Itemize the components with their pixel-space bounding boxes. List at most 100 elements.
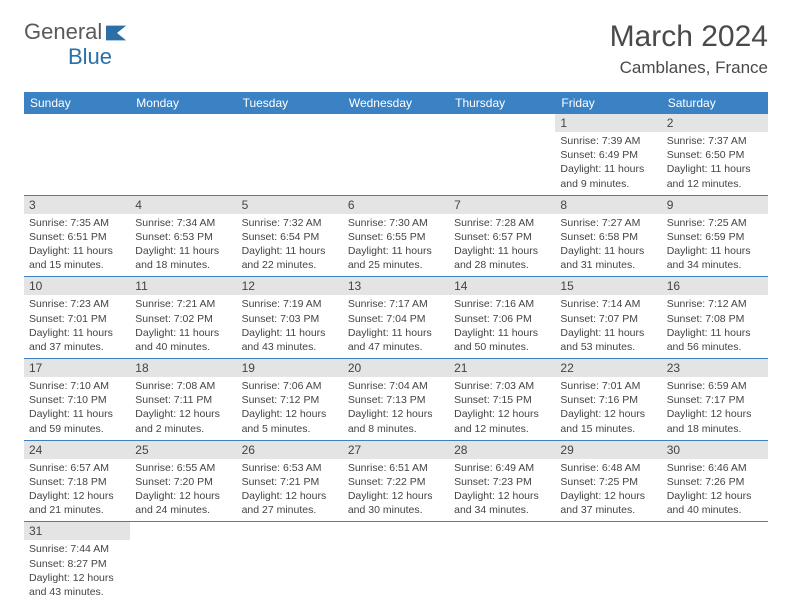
day-cell: 7Sunrise: 7:28 AMSunset: 6:57 PMDaylight… bbox=[449, 195, 555, 277]
day-number: 29 bbox=[555, 441, 661, 459]
day-content: Sunrise: 7:16 AMSunset: 7:06 PMDaylight:… bbox=[449, 295, 555, 358]
weekday-header: Wednesday bbox=[343, 92, 449, 114]
day-number: 2 bbox=[662, 114, 768, 132]
day-cell: 20Sunrise: 7:04 AMSunset: 7:13 PMDayligh… bbox=[343, 359, 449, 441]
location: Camblanes, France bbox=[610, 58, 768, 78]
day-number: 4 bbox=[130, 196, 236, 214]
month-title: March 2024 bbox=[610, 20, 768, 54]
day-cell: 9Sunrise: 7:25 AMSunset: 6:59 PMDaylight… bbox=[662, 195, 768, 277]
day-content: Sunrise: 6:55 AMSunset: 7:20 PMDaylight:… bbox=[130, 459, 236, 522]
weekday-header: Tuesday bbox=[237, 92, 343, 114]
day-content: Sunrise: 7:12 AMSunset: 7:08 PMDaylight:… bbox=[662, 295, 768, 358]
day-number: 31 bbox=[24, 522, 130, 540]
logo-text-2: Blue bbox=[24, 44, 112, 69]
day-cell: 16Sunrise: 7:12 AMSunset: 7:08 PMDayligh… bbox=[662, 277, 768, 359]
day-number: 16 bbox=[662, 277, 768, 295]
day-number: 11 bbox=[130, 277, 236, 295]
day-cell-empty bbox=[130, 522, 236, 603]
calendar-week-row: 1Sunrise: 7:39 AMSunset: 6:49 PMDaylight… bbox=[24, 114, 768, 195]
flag-icon bbox=[106, 22, 128, 45]
day-cell: 15Sunrise: 7:14 AMSunset: 7:07 PMDayligh… bbox=[555, 277, 661, 359]
day-cell-empty bbox=[130, 114, 236, 195]
day-number: 24 bbox=[24, 441, 130, 459]
day-cell: 29Sunrise: 6:48 AMSunset: 7:25 PMDayligh… bbox=[555, 440, 661, 522]
day-number: 14 bbox=[449, 277, 555, 295]
day-content: Sunrise: 7:01 AMSunset: 7:16 PMDaylight:… bbox=[555, 377, 661, 440]
day-number: 13 bbox=[343, 277, 449, 295]
day-content: Sunrise: 7:23 AMSunset: 7:01 PMDaylight:… bbox=[24, 295, 130, 358]
day-cell: 18Sunrise: 7:08 AMSunset: 7:11 PMDayligh… bbox=[130, 359, 236, 441]
weekday-header-row: SundayMondayTuesdayWednesdayThursdayFrid… bbox=[24, 92, 768, 114]
day-number: 7 bbox=[449, 196, 555, 214]
day-content: Sunrise: 7:27 AMSunset: 6:58 PMDaylight:… bbox=[555, 214, 661, 277]
day-content: Sunrise: 6:53 AMSunset: 7:21 PMDaylight:… bbox=[237, 459, 343, 522]
day-cell: 3Sunrise: 7:35 AMSunset: 6:51 PMDaylight… bbox=[24, 195, 130, 277]
day-content: Sunrise: 7:19 AMSunset: 7:03 PMDaylight:… bbox=[237, 295, 343, 358]
day-number: 18 bbox=[130, 359, 236, 377]
day-content: Sunrise: 7:06 AMSunset: 7:12 PMDaylight:… bbox=[237, 377, 343, 440]
day-content: Sunrise: 6:48 AMSunset: 7:25 PMDaylight:… bbox=[555, 459, 661, 522]
weekday-header: Friday bbox=[555, 92, 661, 114]
calendar-week-row: 3Sunrise: 7:35 AMSunset: 6:51 PMDaylight… bbox=[24, 195, 768, 277]
day-cell-empty bbox=[237, 114, 343, 195]
day-number: 28 bbox=[449, 441, 555, 459]
day-cell: 1Sunrise: 7:39 AMSunset: 6:49 PMDaylight… bbox=[555, 114, 661, 195]
day-cell: 13Sunrise: 7:17 AMSunset: 7:04 PMDayligh… bbox=[343, 277, 449, 359]
day-content: Sunrise: 7:30 AMSunset: 6:55 PMDaylight:… bbox=[343, 214, 449, 277]
day-cell: 17Sunrise: 7:10 AMSunset: 7:10 PMDayligh… bbox=[24, 359, 130, 441]
day-cell: 8Sunrise: 7:27 AMSunset: 6:58 PMDaylight… bbox=[555, 195, 661, 277]
calendar-week-row: 24Sunrise: 6:57 AMSunset: 7:18 PMDayligh… bbox=[24, 440, 768, 522]
logo-text-1: General bbox=[24, 19, 102, 44]
day-content: Sunrise: 7:25 AMSunset: 6:59 PMDaylight:… bbox=[662, 214, 768, 277]
day-number: 5 bbox=[237, 196, 343, 214]
day-number: 23 bbox=[662, 359, 768, 377]
day-content: Sunrise: 7:21 AMSunset: 7:02 PMDaylight:… bbox=[130, 295, 236, 358]
day-number: 20 bbox=[343, 359, 449, 377]
day-cell-empty bbox=[343, 114, 449, 195]
calendar-body: 1Sunrise: 7:39 AMSunset: 6:49 PMDaylight… bbox=[24, 114, 768, 603]
day-cell: 28Sunrise: 6:49 AMSunset: 7:23 PMDayligh… bbox=[449, 440, 555, 522]
day-cell: 4Sunrise: 7:34 AMSunset: 6:53 PMDaylight… bbox=[130, 195, 236, 277]
day-content: Sunrise: 7:08 AMSunset: 7:11 PMDaylight:… bbox=[130, 377, 236, 440]
day-cell: 21Sunrise: 7:03 AMSunset: 7:15 PMDayligh… bbox=[449, 359, 555, 441]
day-cell: 30Sunrise: 6:46 AMSunset: 7:26 PMDayligh… bbox=[662, 440, 768, 522]
weekday-header: Saturday bbox=[662, 92, 768, 114]
day-cell: 23Sunrise: 6:59 AMSunset: 7:17 PMDayligh… bbox=[662, 359, 768, 441]
day-number: 1 bbox=[555, 114, 661, 132]
day-number: 25 bbox=[130, 441, 236, 459]
day-number: 22 bbox=[555, 359, 661, 377]
day-number: 3 bbox=[24, 196, 130, 214]
day-cell: 24Sunrise: 6:57 AMSunset: 7:18 PMDayligh… bbox=[24, 440, 130, 522]
day-cell: 5Sunrise: 7:32 AMSunset: 6:54 PMDaylight… bbox=[237, 195, 343, 277]
day-content: Sunrise: 7:28 AMSunset: 6:57 PMDaylight:… bbox=[449, 214, 555, 277]
day-cell: 6Sunrise: 7:30 AMSunset: 6:55 PMDaylight… bbox=[343, 195, 449, 277]
day-cell: 11Sunrise: 7:21 AMSunset: 7:02 PMDayligh… bbox=[130, 277, 236, 359]
day-content: Sunrise: 6:51 AMSunset: 7:22 PMDaylight:… bbox=[343, 459, 449, 522]
day-content: Sunrise: 7:04 AMSunset: 7:13 PMDaylight:… bbox=[343, 377, 449, 440]
day-cell: 26Sunrise: 6:53 AMSunset: 7:21 PMDayligh… bbox=[237, 440, 343, 522]
day-number: 6 bbox=[343, 196, 449, 214]
day-content: Sunrise: 7:44 AMSunset: 8:27 PMDaylight:… bbox=[24, 540, 130, 603]
day-cell-empty bbox=[237, 522, 343, 603]
calendar-week-row: 31Sunrise: 7:44 AMSunset: 8:27 PMDayligh… bbox=[24, 522, 768, 603]
day-cell: 27Sunrise: 6:51 AMSunset: 7:22 PMDayligh… bbox=[343, 440, 449, 522]
day-cell: 19Sunrise: 7:06 AMSunset: 7:12 PMDayligh… bbox=[237, 359, 343, 441]
weekday-header: Sunday bbox=[24, 92, 130, 114]
day-number: 12 bbox=[237, 277, 343, 295]
day-content: Sunrise: 7:03 AMSunset: 7:15 PMDaylight:… bbox=[449, 377, 555, 440]
day-number: 21 bbox=[449, 359, 555, 377]
day-number: 9 bbox=[662, 196, 768, 214]
day-number: 30 bbox=[662, 441, 768, 459]
day-cell: 10Sunrise: 7:23 AMSunset: 7:01 PMDayligh… bbox=[24, 277, 130, 359]
day-content: Sunrise: 7:17 AMSunset: 7:04 PMDaylight:… bbox=[343, 295, 449, 358]
day-number: 26 bbox=[237, 441, 343, 459]
calendar-table: SundayMondayTuesdayWednesdayThursdayFrid… bbox=[24, 92, 768, 603]
day-content: Sunrise: 6:59 AMSunset: 7:17 PMDaylight:… bbox=[662, 377, 768, 440]
day-cell-empty bbox=[343, 522, 449, 603]
weekday-header: Thursday bbox=[449, 92, 555, 114]
logo: GeneralBlue bbox=[24, 20, 130, 68]
day-cell-empty bbox=[662, 522, 768, 603]
calendar-week-row: 10Sunrise: 7:23 AMSunset: 7:01 PMDayligh… bbox=[24, 277, 768, 359]
day-number: 15 bbox=[555, 277, 661, 295]
header: GeneralBlue March 2024 Camblanes, France bbox=[24, 20, 768, 78]
